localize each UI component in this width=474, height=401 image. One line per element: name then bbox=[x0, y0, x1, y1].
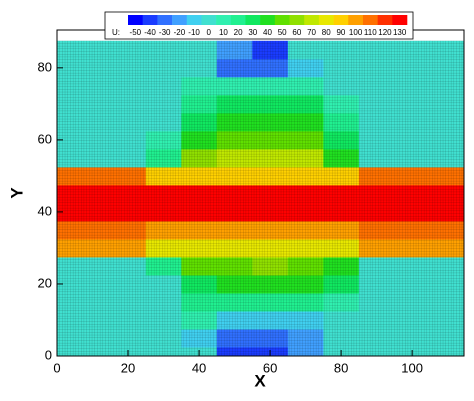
mesh bbox=[57, 40, 464, 356]
colorbar-swatch bbox=[128, 15, 143, 25]
x-tick-label: 20 bbox=[121, 360, 135, 375]
colorbar-swatch bbox=[157, 15, 173, 25]
colorbar-tick-label: 110 bbox=[364, 28, 377, 37]
colorbar-swatch bbox=[289, 15, 305, 25]
colorbar-swatch bbox=[230, 15, 246, 25]
colorbar-swatch bbox=[362, 15, 378, 25]
y-tick-label: 80 bbox=[38, 59, 52, 74]
colorbar-tick-label: 0 bbox=[207, 28, 212, 37]
colorbar-tick-label: 40 bbox=[263, 28, 272, 37]
x-tick-label: 80 bbox=[334, 360, 348, 375]
y-tick-label: 60 bbox=[38, 131, 52, 146]
colorbar-tick-label: 20 bbox=[234, 28, 243, 37]
colorbar-tick-label: -20 bbox=[174, 28, 186, 37]
colorbar-tick-label: -40 bbox=[144, 28, 156, 37]
colorbar-label: U: bbox=[112, 28, 120, 37]
colorbar-swatch bbox=[172, 15, 188, 25]
y-tick-label: 20 bbox=[38, 275, 52, 290]
x-tick-label: 100 bbox=[401, 360, 423, 375]
colorbar-tick-label: 120 bbox=[378, 28, 392, 37]
y-axis-title: Y bbox=[7, 187, 26, 199]
y-tick-label: 40 bbox=[38, 203, 52, 218]
colorbar-swatch bbox=[318, 15, 334, 25]
colorbar-tick-label: 70 bbox=[307, 28, 316, 37]
colorbar-tick-label: 100 bbox=[349, 28, 363, 37]
x-tick-label: 0 bbox=[53, 360, 60, 375]
colorbar-tick-label: -30 bbox=[159, 28, 171, 37]
colorbar-swatch bbox=[392, 15, 408, 25]
colorbar-swatch bbox=[333, 15, 349, 25]
colorbar-swatch bbox=[201, 15, 217, 25]
x-tick-label: 60 bbox=[263, 360, 277, 375]
colorbar-tick-label: 10 bbox=[219, 28, 228, 37]
colorbar-tick-label: 50 bbox=[278, 28, 287, 37]
y-tick-label: 0 bbox=[45, 347, 52, 362]
mesh-lines bbox=[57, 40, 464, 356]
colorbar-swatch bbox=[377, 15, 393, 25]
colorbar-tick-label: 80 bbox=[322, 28, 331, 37]
colorbar-swatch bbox=[216, 15, 232, 25]
colorbar-tick-label: -10 bbox=[188, 28, 200, 37]
colorbar-tick-label: 60 bbox=[292, 28, 301, 37]
colorbar-swatch bbox=[245, 15, 261, 25]
colorbar-tick-label: 90 bbox=[336, 28, 345, 37]
x-axis-title: X bbox=[254, 371, 266, 390]
colorbar-tick-label: 130 bbox=[393, 28, 407, 37]
colorbar-swatch bbox=[186, 15, 202, 25]
colorbar-swatch bbox=[260, 15, 276, 25]
colorbar-swatch bbox=[274, 15, 290, 25]
x-tick-label: 40 bbox=[192, 360, 206, 375]
colorbar-swatch bbox=[304, 15, 320, 25]
colorbar-tick-label: -50 bbox=[130, 28, 142, 37]
colorbar-swatch bbox=[348, 15, 364, 25]
colorbar-swatch bbox=[142, 15, 158, 25]
colorbar-tick-label: 30 bbox=[248, 28, 257, 37]
